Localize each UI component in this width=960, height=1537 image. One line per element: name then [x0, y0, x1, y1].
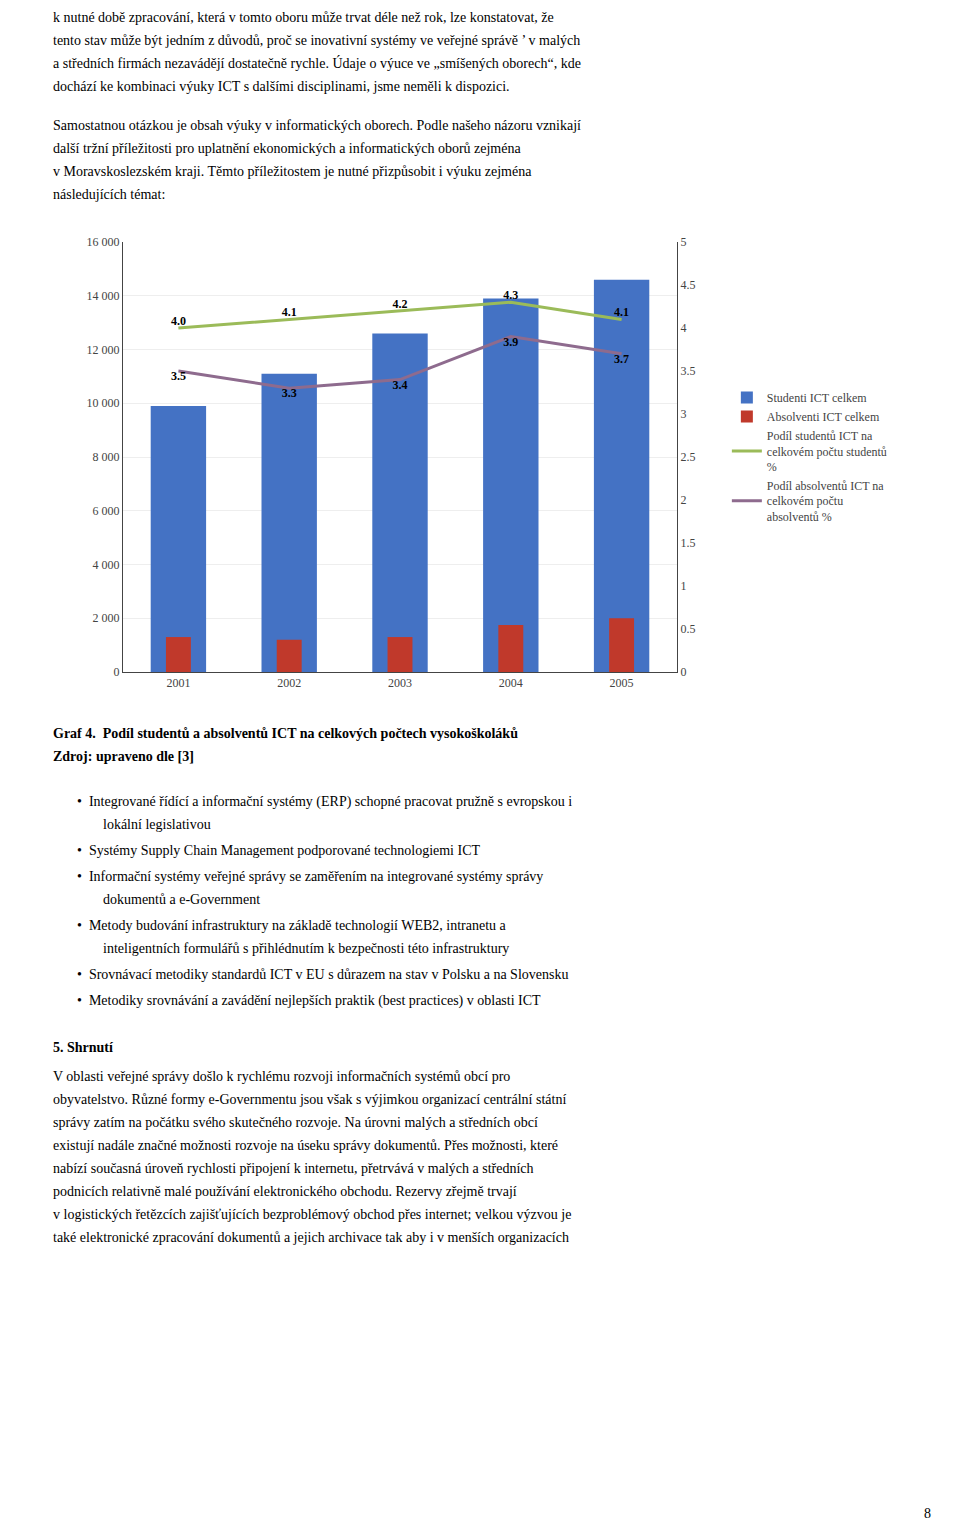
svg-text:0: 0 — [680, 665, 686, 679]
svg-text:3.9: 3.9 — [503, 335, 518, 349]
svg-text:4.1: 4.1 — [614, 305, 629, 319]
svg-text:2001: 2001 — [166, 676, 190, 690]
svg-text:3.3: 3.3 — [282, 386, 297, 400]
svg-text:0: 0 — [114, 665, 120, 679]
html-text:• Integrované řídící a informa: • Integrované řídící a informační systém… — [77, 794, 573, 832]
svg-text:Absolventi ICT celkem: Absolventi ICT celkem — [767, 410, 880, 424]
svg-text:6 000: 6 000 — [93, 504, 120, 518]
svg-text:Podíl studentů ICT nacelkovém: Podíl studentů ICT nacelkovém počtu stud… — [767, 429, 887, 474]
svg-text:4.3: 4.3 — [503, 288, 518, 302]
svg-text:Studenti ICT celkem: Studenti ICT celkem — [767, 391, 867, 405]
svg-text:4.5: 4.5 — [680, 278, 695, 292]
html-text:• Srovnávací metodiky standard: • Srovnávací metodiky standardů ICT v EU… — [77, 967, 569, 982]
svg-text:1: 1 — [680, 579, 686, 593]
svg-text:16 000: 16 000 — [87, 235, 120, 249]
svg-text:12 000: 12 000 — [87, 343, 120, 357]
html-text:• Systémy Supply Chain Managem: • Systémy Supply Chain Management podpor… — [77, 843, 481, 858]
svg-text:3.5: 3.5 — [171, 369, 186, 383]
html-text:V oblasti veřejné správy došlo: V oblasti veřejné správy došlo k rychlém… — [53, 1069, 572, 1245]
svg-text:1.5: 1.5 — [680, 536, 695, 550]
svg-text:2003: 2003 — [388, 676, 412, 690]
svg-text:0.5: 0.5 — [680, 622, 695, 636]
svg-text:14 000: 14 000 — [87, 289, 120, 303]
svg-text:2004: 2004 — [499, 676, 523, 690]
svg-text:4: 4 — [680, 321, 686, 335]
svg-text:4 000: 4 000 — [93, 558, 120, 572]
svg-text:3.5: 3.5 — [680, 364, 695, 378]
svg-text:3.7: 3.7 — [614, 352, 629, 366]
html-text:8: 8 — [924, 1506, 931, 1521]
html-text:• Metodiky srovnávání a zavádě: • Metodiky srovnávání a zavádění nejlepš… — [77, 993, 541, 1008]
svg-text:10 000: 10 000 — [87, 396, 120, 410]
svg-text:5: 5 — [680, 235, 686, 249]
svg-text:3: 3 — [680, 407, 686, 421]
html-text:k nutné době zpracování, která: k nutné době zpracování, která v tomto o… — [53, 10, 581, 94]
html-text:• Metody budování infrastruktu: • Metody budování infrastruktury na zákl… — [77, 918, 510, 956]
svg-text:2: 2 — [680, 493, 686, 507]
svg-text:8 000: 8 000 — [93, 450, 120, 464]
svg-text:3.4: 3.4 — [393, 378, 408, 392]
svg-text:2002: 2002 — [277, 676, 301, 690]
svg-text:2005: 2005 — [610, 676, 634, 690]
svg-text:4.2: 4.2 — [393, 297, 408, 311]
svg-text:4.0: 4.0 — [171, 314, 186, 328]
svg-text:2.5: 2.5 — [680, 450, 695, 464]
svg-text:4.1: 4.1 — [282, 305, 297, 319]
html-text:Samostatnou otázkou je obsah v: Samostatnou otázkou je obsah výuky v inf… — [53, 118, 581, 202]
html-text:Graf 4. Podíl studentů a absol: Graf 4. Podíl studentů a absolventů ICT … — [53, 726, 518, 764]
html-text:5. Shrnutí: 5. Shrnutí — [53, 1040, 113, 1055]
svg-text:2 000: 2 000 — [93, 611, 120, 625]
svg-text:Podíl absolventů ICT nacelkové: Podíl absolventů ICT nacelkovém počtuabs… — [767, 479, 884, 524]
html-text:• Informační systémy veřejné s: • Informační systémy veřejné správy se z… — [77, 869, 544, 907]
